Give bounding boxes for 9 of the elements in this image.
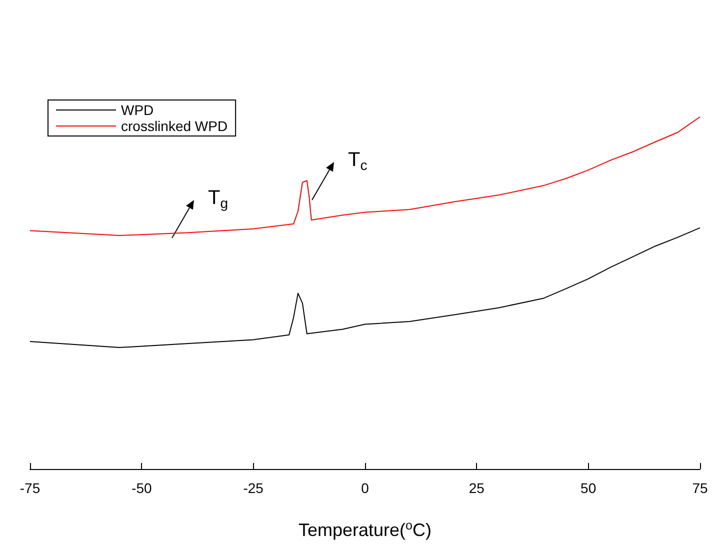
legend-label: WPD <box>121 102 154 118</box>
legend-label: crosslinked WPD <box>121 118 228 134</box>
x-tick-label: 25 <box>468 480 485 496</box>
x-tick-label: 75 <box>692 480 708 496</box>
x-tick-label: -75 <box>20 480 40 496</box>
x-tick-label: -50 <box>132 480 152 496</box>
x-tick-label: 50 <box>580 480 596 496</box>
x-tick-label: 0 <box>361 480 370 496</box>
x-tick-label: -25 <box>243 480 264 496</box>
